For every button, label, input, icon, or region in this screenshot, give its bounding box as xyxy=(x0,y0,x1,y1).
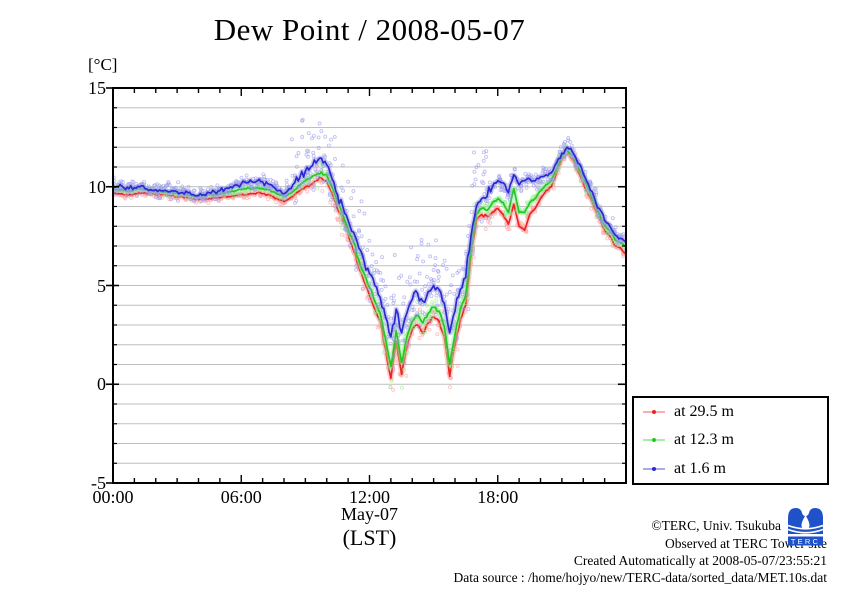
legend-item: at 12.3 m xyxy=(643,431,827,449)
legend-marker-green-line xyxy=(643,437,665,444)
copyright-text: ©TERC, Univ. Tsukuba xyxy=(651,518,781,533)
legend-marker-red-line xyxy=(643,409,665,416)
y-tick-label: -5 xyxy=(91,473,106,493)
data-source-text: Data source : /home/hojyo/new/TERC-data/… xyxy=(453,570,827,585)
y-tick-label: 15 xyxy=(88,78,106,98)
legend: at 29.5 m at 12.3 m at 1.6 m xyxy=(632,396,829,485)
observed-site-text: Observed at TERC Tower site xyxy=(664,536,827,551)
legend-label: at 29.5 m xyxy=(674,403,734,421)
y-tick-label: 10 xyxy=(88,176,106,197)
legend-marker-blue-line xyxy=(643,465,665,472)
terc-logo: TERC xyxy=(787,508,824,546)
x-tick-label: 00:00 xyxy=(92,487,134,507)
x-tick-label: 18:00 xyxy=(477,487,519,507)
legend-label: at 12.3 m xyxy=(674,431,734,449)
legend-item: at 29.5 m xyxy=(643,403,827,421)
y-tick-label: 0 xyxy=(97,374,106,395)
created-timestamp-text: Created Automatically at 2008-05-07/23:5… xyxy=(573,553,827,568)
legend-item: at 1.6 m xyxy=(643,460,827,478)
x-tick-label: 12:00 xyxy=(348,487,390,507)
x-axis-date-label: May-07 xyxy=(341,504,398,524)
chart-title: Dew Point / 2008-05-07 xyxy=(213,12,526,47)
y-tick-label: 5 xyxy=(97,275,106,296)
y-axis-unit-label: [°C] xyxy=(88,55,118,74)
terc-logo-text: TERC xyxy=(791,537,820,546)
x-axis-timezone-label: (LST) xyxy=(342,525,397,550)
legend-label: at 1.6 m xyxy=(674,459,726,477)
x-tick-label: 06:00 xyxy=(220,487,262,507)
